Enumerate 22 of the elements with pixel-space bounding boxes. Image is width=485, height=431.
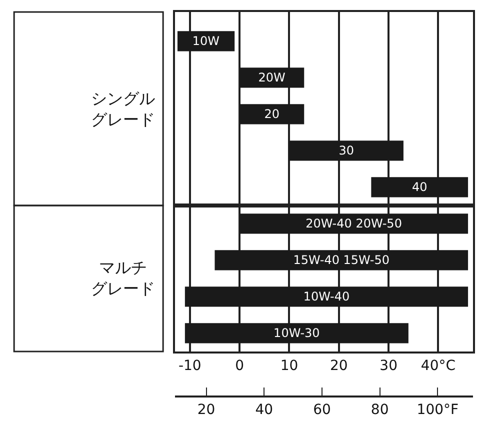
y-tick-label: 10W-30 (274, 326, 320, 340)
x2-tick-label: 60 (313, 402, 331, 418)
category-label: 20 (264, 107, 280, 122)
y-tick-label: 20W-40 20W-50 (306, 216, 402, 231)
text: シングルグレード (91, 89, 155, 129)
text: マルチグレード (91, 258, 155, 298)
x2-tick-label: 40 (255, 402, 274, 418)
x2-tick-label: 20 (197, 402, 216, 418)
category-label: 40 (412, 180, 428, 194)
x2-tick-label: 80 (370, 402, 389, 418)
category-label: 30 (338, 144, 354, 158)
x-tick-label: 40°C (420, 358, 456, 374)
x2-tick-label: 100°F (416, 402, 459, 418)
x-tick-label: -10 (178, 358, 202, 374)
category-label: 10W (192, 34, 220, 48)
y-tick-label: 15W-40 15W-50 (293, 253, 390, 268)
x-tick-label: 20 (330, 358, 348, 374)
category-label: 20W (258, 70, 286, 85)
x-tick-label: 30 (380, 358, 398, 374)
x-tick-label: 10 (280, 358, 298, 374)
x-tick-label: 0 (235, 358, 244, 374)
y-tick-label: 10W-40 (303, 290, 350, 304)
